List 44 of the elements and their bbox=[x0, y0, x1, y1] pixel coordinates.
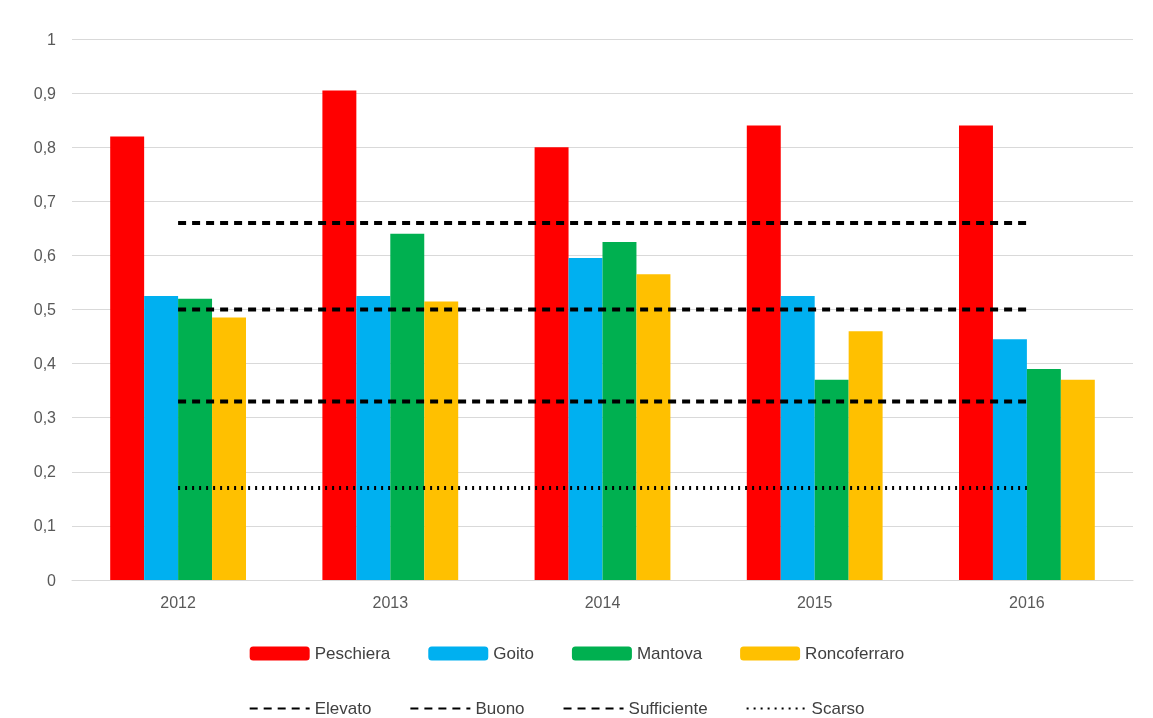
bar bbox=[110, 136, 145, 580]
bar bbox=[424, 301, 459, 580]
legend-label: Roncoferraro bbox=[805, 644, 905, 663]
bar bbox=[780, 295, 815, 580]
bar bbox=[636, 274, 671, 580]
x-tick-label: 2014 bbox=[584, 593, 621, 611]
y-tick-label: 0 bbox=[47, 571, 57, 589]
x-tick-label: 2016 bbox=[1009, 593, 1045, 611]
y-tick-label: 0,2 bbox=[33, 463, 57, 481]
bar bbox=[602, 241, 637, 580]
x-tick-label: 2012 bbox=[160, 593, 196, 611]
legend-label: Mantova bbox=[636, 644, 703, 663]
y-tick-label: 0,1 bbox=[33, 517, 57, 535]
legend-label: Buono bbox=[475, 699, 525, 718]
bar bbox=[322, 90, 357, 580]
legend-label: Peschiera bbox=[314, 644, 391, 663]
legend-label: Sufficiente bbox=[628, 699, 708, 718]
x-tick-label: 2015 bbox=[796, 593, 833, 611]
bar bbox=[1026, 369, 1061, 580]
bar bbox=[848, 331, 883, 580]
y-tick-label: 0,3 bbox=[33, 409, 57, 427]
legend-label: Scarso bbox=[811, 699, 865, 718]
bar bbox=[390, 233, 425, 580]
bar bbox=[1060, 379, 1095, 580]
x-tick-label: 2013 bbox=[372, 593, 409, 611]
y-tick-label: 0,9 bbox=[33, 84, 57, 102]
bar bbox=[746, 125, 781, 580]
legend-label: Elevato bbox=[314, 699, 372, 718]
bar bbox=[144, 295, 179, 580]
bar bbox=[568, 258, 603, 580]
bar bbox=[992, 339, 1027, 580]
bar bbox=[959, 125, 993, 580]
y-tick-label: 0,8 bbox=[33, 138, 57, 156]
bar bbox=[814, 379, 849, 580]
y-tick-label: 0,7 bbox=[33, 192, 57, 210]
y-tick-label: 0,4 bbox=[33, 355, 57, 373]
bar bbox=[356, 295, 391, 580]
y-tick-label: 1 bbox=[47, 30, 57, 48]
legend-label: Goito bbox=[493, 644, 534, 663]
bar bbox=[212, 317, 246, 580]
bar bbox=[534, 147, 569, 580]
bar bbox=[178, 298, 213, 580]
y-tick-label: 0,5 bbox=[33, 301, 57, 318]
y-tick-label: 0,6 bbox=[33, 246, 57, 264]
